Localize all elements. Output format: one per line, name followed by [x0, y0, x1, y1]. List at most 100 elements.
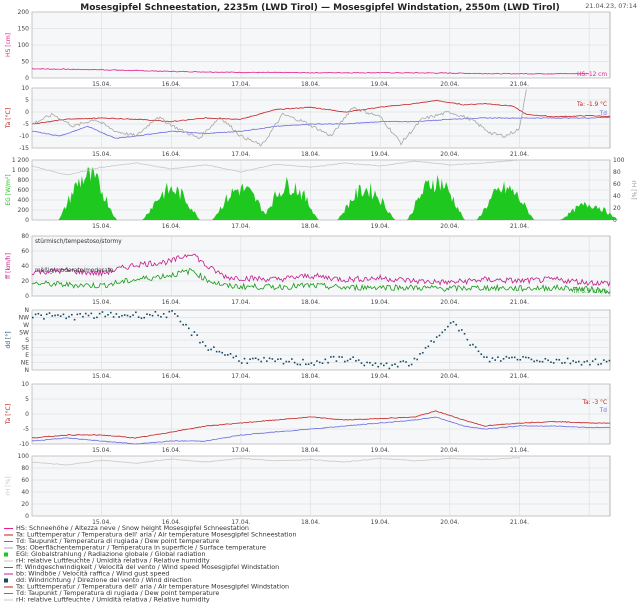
- wind-direction-point: [154, 310, 157, 313]
- wind-direction-point: [594, 358, 597, 361]
- rad-xtick-label: 19.04.: [371, 223, 390, 230]
- wind-yaxis-label: ff [km/h]: [5, 253, 12, 279]
- dir-ytick-label: W: [23, 322, 29, 329]
- rh2-xtick-label: 20.04.: [440, 519, 459, 526]
- wind-direction-point: [583, 361, 586, 363]
- wind-xtick-label: 18.04.: [301, 299, 320, 306]
- wind-direction-point: [608, 359, 611, 362]
- wind-direction-point: [505, 355, 508, 358]
- temp2-ytick-label: -10: [19, 441, 29, 448]
- wind-direction-point: [552, 362, 555, 364]
- wind-direction-point: [277, 358, 279, 361]
- wind-direction-point: [132, 314, 134, 316]
- wind-direction-point: [232, 356, 235, 359]
- wind-direction-point: [480, 353, 483, 356]
- wind-direction-point: [162, 313, 165, 315]
- hs-yaxis-label: HS [cm]: [5, 33, 12, 57]
- rad-y2tick-label: 80: [613, 169, 621, 176]
- rh2-ytick-label: 0: [25, 513, 29, 520]
- wind-direction-point: [380, 362, 382, 365]
- temp2-annotation: Ta: -3 °C: [582, 400, 608, 406]
- hs-ytick-label: 0: [25, 75, 29, 82]
- legend-marker: [4, 578, 8, 583]
- temp2-ytick-label: 0: [25, 411, 29, 418]
- wind-direction-point: [349, 358, 352, 360]
- wind-direction-point: [600, 363, 602, 365]
- wind-direction-point: [346, 359, 349, 362]
- temp1-xtick-label: 17.04.: [231, 151, 250, 158]
- wind-direction-point: [388, 367, 391, 370]
- wind-direction-point: [382, 364, 385, 367]
- wind-direction-point: [160, 315, 162, 318]
- temp1-ytick-label: -5: [23, 121, 29, 128]
- rad-xtick-label: 15.04.: [92, 223, 111, 230]
- wind-direction-point: [187, 327, 190, 330]
- rh2-xtick-label: 19.04.: [371, 519, 390, 526]
- wind-direction-point: [165, 316, 168, 319]
- dir-ytick-label: SE: [21, 345, 29, 352]
- wind-direction-point: [603, 359, 605, 361]
- wind-direction-point: [254, 357, 257, 360]
- temp1-tss-line: [31, 89, 527, 147]
- wind-direction-point: [285, 360, 288, 363]
- rad-xtick-label: 18.04.: [301, 223, 320, 230]
- wind-direction-point: [299, 363, 302, 366]
- wind-direction-point: [410, 363, 413, 366]
- wind-ytick-label: 80: [21, 233, 29, 240]
- wind-direction-point: [486, 356, 488, 359]
- wind-direction-point: [447, 325, 449, 328]
- dir-ytick-label: E: [25, 352, 29, 359]
- wind-direction-point: [221, 351, 224, 354]
- wind-direction-point: [62, 313, 65, 316]
- wind-direction-point: [48, 312, 51, 314]
- temp2-xtick-label: 16.04.: [162, 447, 181, 454]
- chart-title: Mosesgipfel Schneestation, 2235m (LWD Ti…: [80, 3, 559, 13]
- wind-direction-point: [544, 357, 547, 360]
- wind-direction-point: [43, 318, 45, 320]
- wind-direction-point: [466, 338, 469, 341]
- dir-xtick-label: 15.04.: [92, 373, 111, 380]
- wind-xtick-label: 17.04.: [231, 299, 250, 306]
- wind-xtick-label: 21.04.: [510, 299, 529, 306]
- wind-direction-point: [516, 358, 519, 361]
- wind-direction-point: [394, 363, 396, 365]
- wind-direction-point: [564, 361, 566, 364]
- wind-direction-point: [32, 316, 34, 319]
- legend-entry: dd: Windrichtung / Direzione del vento /…: [16, 576, 192, 584]
- wind-direction-point: [229, 353, 232, 355]
- temp2-xtick-label: 19.04.: [371, 447, 390, 454]
- dir-ytick-label: N: [25, 367, 30, 374]
- wind-direction-point: [34, 313, 37, 316]
- wind-direction-point: [405, 361, 407, 363]
- wind-direction-point: [268, 357, 271, 360]
- wind-direction-point: [391, 364, 393, 366]
- wind-direction-point: [483, 356, 485, 358]
- legend-entry: rH: relative Luftfeuchte / Umidità relat…: [16, 596, 210, 604]
- wind-direction-point: [469, 344, 471, 346]
- rad-xtick-label: 20.04.: [440, 223, 459, 230]
- temp1-xtick-label: 18.04.: [301, 151, 320, 158]
- wind-direction-point: [363, 364, 366, 367]
- wind-direction-point: [146, 313, 148, 315]
- rh2-ytick-label: 40: [21, 489, 29, 496]
- wind-direction-point: [238, 360, 240, 362]
- legend-entry: Td: Taupunkt / Temperatura di rugiada / …: [15, 589, 219, 597]
- wind-direction-point: [215, 350, 218, 353]
- wind-direction-point: [104, 315, 107, 318]
- hs-xtick-label: 16.04.: [162, 81, 181, 88]
- wind-direction-point: [252, 357, 254, 360]
- wind-annotation: stürmisch/tempestoso/stormy: [35, 239, 122, 245]
- wind-direction-point: [530, 358, 533, 361]
- wind-direction-point: [555, 358, 558, 361]
- rh2-xtick-label: 18.04.: [301, 519, 320, 526]
- rad-y2tick-label: 20: [613, 205, 621, 212]
- radiation-day-peak: [406, 174, 466, 220]
- temp2-yaxis-label: Ta [°C]: [5, 404, 12, 425]
- wind-direction-point: [550, 361, 552, 364]
- temp1-annotation: Ta: -1.9 °C: [576, 102, 607, 108]
- wind-direction-point: [218, 350, 221, 353]
- wind-direction-point: [357, 359, 360, 361]
- legend-entry: Td: Taupunkt / Temperatura di rugiada / …: [15, 537, 219, 545]
- wind-direction-point: [497, 356, 499, 358]
- dir-ytick-label: SW: [19, 330, 29, 337]
